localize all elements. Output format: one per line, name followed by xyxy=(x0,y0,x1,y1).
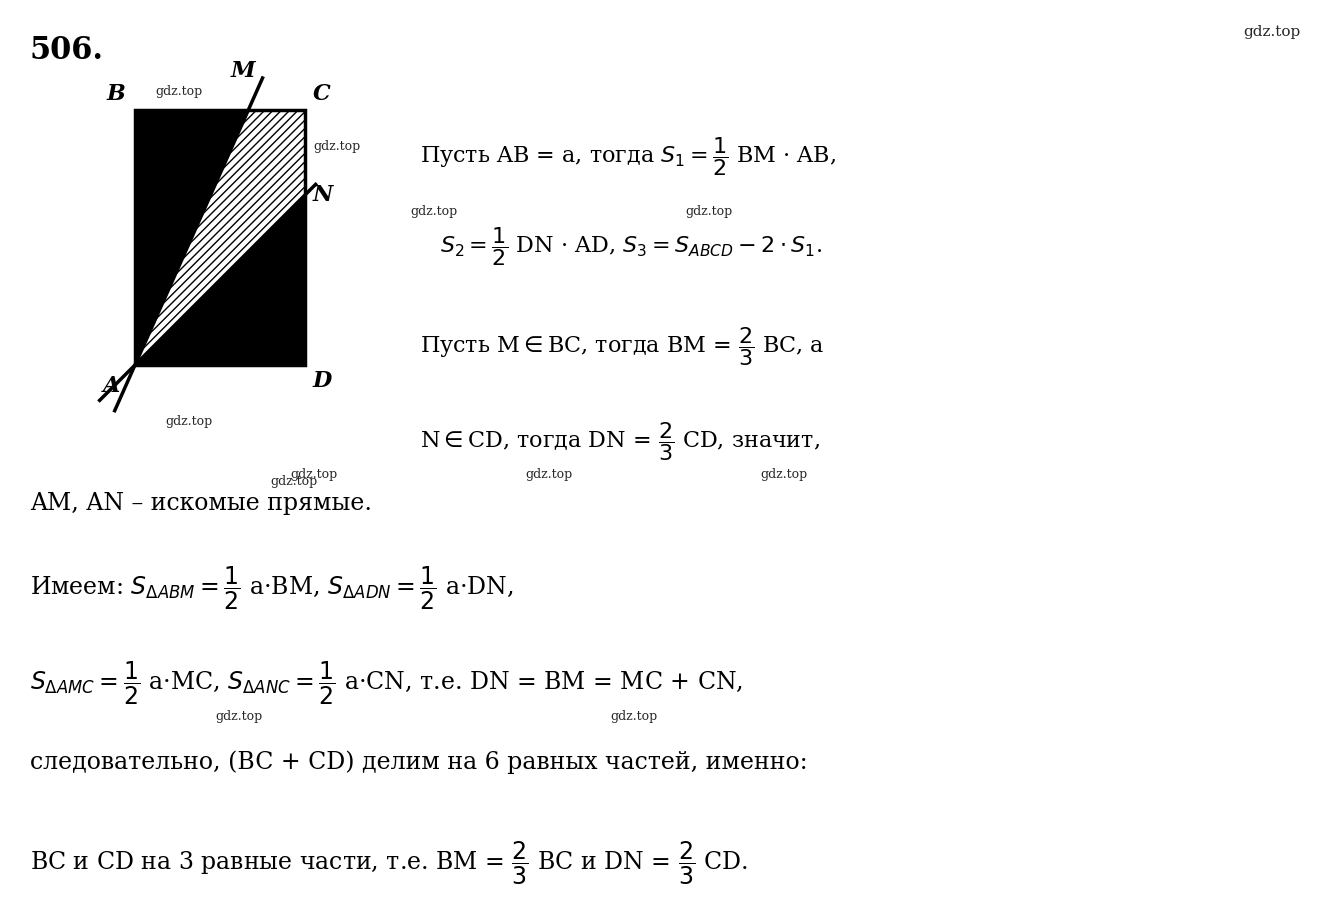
Text: N$\in$CD, тогда DN = $\dfrac{2}{3}$ CD, значит,: N$\in$CD, тогда DN = $\dfrac{2}{3}$ CD, … xyxy=(421,420,820,463)
Bar xyxy=(134,110,305,365)
Text: M: M xyxy=(232,60,256,82)
Polygon shape xyxy=(134,110,305,365)
Text: gdz.top: gdz.top xyxy=(760,468,807,481)
Text: gdz.top: gdz.top xyxy=(610,710,658,723)
Text: gdz.top: gdz.top xyxy=(685,205,732,218)
Text: $S_2 = \dfrac{1}{2}$ DN · AD, $S_3 = S_{ABCD} - 2 \cdot S_1$.: $S_2 = \dfrac{1}{2}$ DN · AD, $S_3 = S_{… xyxy=(441,225,823,268)
Text: следовательно, (BC + CD) делим на 6 равных частей, именно:: следовательно, (BC + CD) делим на 6 равн… xyxy=(31,750,808,774)
Text: A: A xyxy=(102,375,120,397)
Text: gdz.top: gdz.top xyxy=(1243,25,1300,39)
Bar xyxy=(134,110,305,365)
Text: D: D xyxy=(313,370,333,392)
Text: gdz.top: gdz.top xyxy=(313,140,361,153)
Text: 506.: 506. xyxy=(31,35,104,66)
Text: B: B xyxy=(106,83,125,105)
Text: BC и CD на 3 равные части, т.е. BM = $\dfrac{2}{3}$ BC и DN = $\dfrac{2}{3}$ CD.: BC и CD на 3 равные части, т.е. BM = $\d… xyxy=(31,840,748,887)
Text: gdz.top: gdz.top xyxy=(410,205,458,218)
Text: gdz.top: gdz.top xyxy=(216,710,262,723)
Text: Пусть M$\in$BC, тогда BM = $\dfrac{2}{3}$ BC, а: Пусть M$\in$BC, тогда BM = $\dfrac{2}{3}… xyxy=(421,325,824,368)
Text: gdz.top: gdz.top xyxy=(524,468,572,481)
Text: C: C xyxy=(313,83,330,105)
Text: Пусть AB = а, тогда $S_1 = \dfrac{1}{2}$ BM · AB,: Пусть AB = а, тогда $S_1 = \dfrac{1}{2}$… xyxy=(421,135,836,177)
Text: Имеем: $S_{\Delta ABM} = \dfrac{1}{2}$ а·BM, $S_{\Delta ADN} = \dfrac{1}{2}$ а·D: Имеем: $S_{\Delta ABM} = \dfrac{1}{2}$ а… xyxy=(31,565,514,613)
Text: gdz.top: gdz.top xyxy=(270,475,317,488)
Text: $S_{\Delta AMC} = \dfrac{1}{2}$ а·MC, $S_{\Delta ANC} = \dfrac{1}{2}$ а·CN, т.е.: $S_{\Delta AMC} = \dfrac{1}{2}$ а·MC, $S… xyxy=(31,660,743,707)
Text: gdz.top: gdz.top xyxy=(165,415,212,428)
Text: gdz.top: gdz.top xyxy=(154,85,202,98)
Text: gdz.top: gdz.top xyxy=(290,468,337,481)
Text: AM, AN – искомые прямые.: AM, AN – искомые прямые. xyxy=(31,492,371,515)
Text: N: N xyxy=(313,184,333,206)
